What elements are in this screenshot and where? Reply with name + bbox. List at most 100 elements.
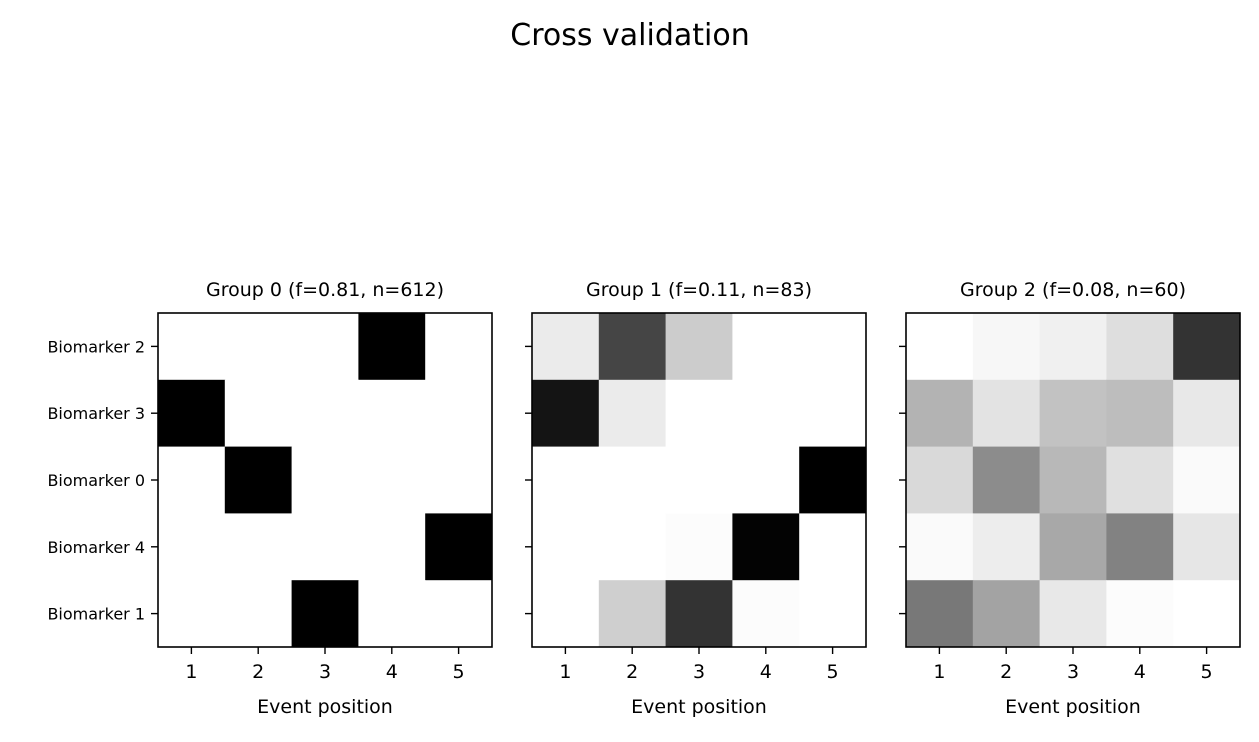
heatmap-cell xyxy=(1039,313,1107,381)
x-axis-label: Event position xyxy=(1005,696,1141,718)
heatmap-panel-1: Group 1 (f=0.11, n=83) 1 2 3 4 5 Event positio… xyxy=(525,279,867,718)
heatmap-cell xyxy=(1039,446,1107,514)
y-tick-label: Biomarker 2 xyxy=(47,337,145,356)
heatmap-cell xyxy=(972,580,1041,648)
figure-title: Cross validation xyxy=(510,18,749,53)
x-tick-label: 3 xyxy=(1067,661,1079,683)
y-tick-label: Biomarker 4 xyxy=(47,538,145,557)
heatmap-cell xyxy=(598,313,667,381)
x-tick-label: 4 xyxy=(1134,661,1146,683)
heatmap-cell xyxy=(665,446,733,514)
heatmap-cell xyxy=(1039,379,1107,448)
heatmap-cell xyxy=(1106,446,1174,514)
x-tick-label: 5 xyxy=(453,661,465,683)
heatmap-cell xyxy=(799,580,867,648)
panel-title: Group 1 (f=0.11, n=83) xyxy=(586,279,812,301)
heatmap-cell xyxy=(425,379,493,448)
heatmap-cell xyxy=(224,446,293,514)
heatmap-cell xyxy=(732,580,800,648)
heatmap-cell xyxy=(972,446,1041,514)
heatmap-cell xyxy=(358,513,426,581)
heatmap-cell xyxy=(972,379,1041,448)
heatmap-cell xyxy=(532,513,600,581)
heatmap-cell xyxy=(1173,446,1241,514)
heatmap-cell xyxy=(224,313,293,381)
heatmap-cell xyxy=(158,313,226,381)
x-tick-label: 1 xyxy=(933,661,945,683)
heatmap-cell xyxy=(732,513,800,581)
heatmap-cell xyxy=(1173,513,1241,581)
heatmap-cell xyxy=(665,313,733,381)
heatmap-panel-2: Group 2 (f=0.08, n=60) 1 2 3 4 5 Event positio… xyxy=(899,279,1241,718)
heatmap-cell xyxy=(906,580,974,648)
x-tick-label: 5 xyxy=(1201,661,1213,683)
heatmap-cell xyxy=(224,513,293,581)
x-tick-label: 2 xyxy=(252,661,264,683)
x-tick-label: 3 xyxy=(693,661,705,683)
x-tick-label: 1 xyxy=(185,661,197,683)
heatmap-cell xyxy=(425,513,493,581)
heatmap-cell xyxy=(1106,313,1174,381)
heatmap-cell xyxy=(1106,513,1174,581)
y-tick-label: Biomarker 1 xyxy=(47,605,145,624)
heatmap-cell xyxy=(906,379,974,448)
heatmap-cell xyxy=(732,379,800,448)
panel-title: Group 2 (f=0.08, n=60) xyxy=(960,279,1186,301)
heatmap-cell xyxy=(158,513,226,581)
heatmap-cell xyxy=(1106,379,1174,448)
y-tick-label: Biomarker 3 xyxy=(47,404,145,423)
heatmap-cell xyxy=(1173,313,1241,381)
heatmap-cell xyxy=(291,580,359,648)
heatmap-cell xyxy=(665,379,733,448)
heatmap-cell xyxy=(158,379,226,448)
x-tick-label: 4 xyxy=(760,661,772,683)
x-axis-label: Event position xyxy=(631,696,767,718)
heatmap-cell xyxy=(1039,513,1107,581)
heatmap-cell xyxy=(799,446,867,514)
heatmap-panel-0: Group 0 (f=0.81, n=612) 1 2 3 4 5 Event positi… xyxy=(47,279,493,718)
heatmap-cell xyxy=(906,313,974,381)
heatmap-cell xyxy=(291,446,359,514)
heatmap-cell xyxy=(358,313,426,381)
heatmap-cell xyxy=(598,580,667,648)
heatmap-cell xyxy=(158,446,226,514)
heatmap-cell xyxy=(158,580,226,648)
heatmap-cell xyxy=(799,379,867,448)
x-tick-label: 4 xyxy=(386,661,398,683)
x-tick-label: 2 xyxy=(1000,661,1012,683)
heatmap-cell xyxy=(598,513,667,581)
heatmap-cell xyxy=(665,513,733,581)
heatmap-cell xyxy=(732,313,800,381)
heatmap-cell xyxy=(799,513,867,581)
heatmap-cell xyxy=(532,446,600,514)
y-tick-label: Biomarker 0 xyxy=(47,471,145,490)
heatmap-cell xyxy=(425,580,493,648)
heatmap-cell xyxy=(425,313,493,381)
heatmap-cell xyxy=(598,379,667,448)
x-tick-label: 5 xyxy=(827,661,839,683)
heatmap-cell xyxy=(1106,580,1174,648)
heatmap-cell xyxy=(1173,379,1241,448)
heatmap-cell xyxy=(425,446,493,514)
heatmap-cell xyxy=(532,313,600,381)
heatmap-cell xyxy=(291,379,359,448)
heatmap-cell xyxy=(598,446,667,514)
heatmap-cell xyxy=(532,379,600,448)
heatmap-cell xyxy=(532,580,600,648)
heatmap-cell xyxy=(732,446,800,514)
heatmap-cell xyxy=(291,313,359,381)
heatmap-cell xyxy=(799,313,867,381)
heatmap-cell xyxy=(1039,580,1107,648)
heatmap-cell xyxy=(972,313,1041,381)
heatmap-cell xyxy=(224,580,293,648)
panel-title: Group 0 (f=0.81, n=612) xyxy=(206,279,444,301)
x-tick-label: 3 xyxy=(319,661,331,683)
x-tick-label: 2 xyxy=(626,661,638,683)
heatmap-cell xyxy=(358,580,426,648)
heatmap-cell xyxy=(358,446,426,514)
x-tick-label: 1 xyxy=(559,661,571,683)
heatmap-cell xyxy=(665,580,733,648)
heatmap-cell xyxy=(1173,580,1241,648)
